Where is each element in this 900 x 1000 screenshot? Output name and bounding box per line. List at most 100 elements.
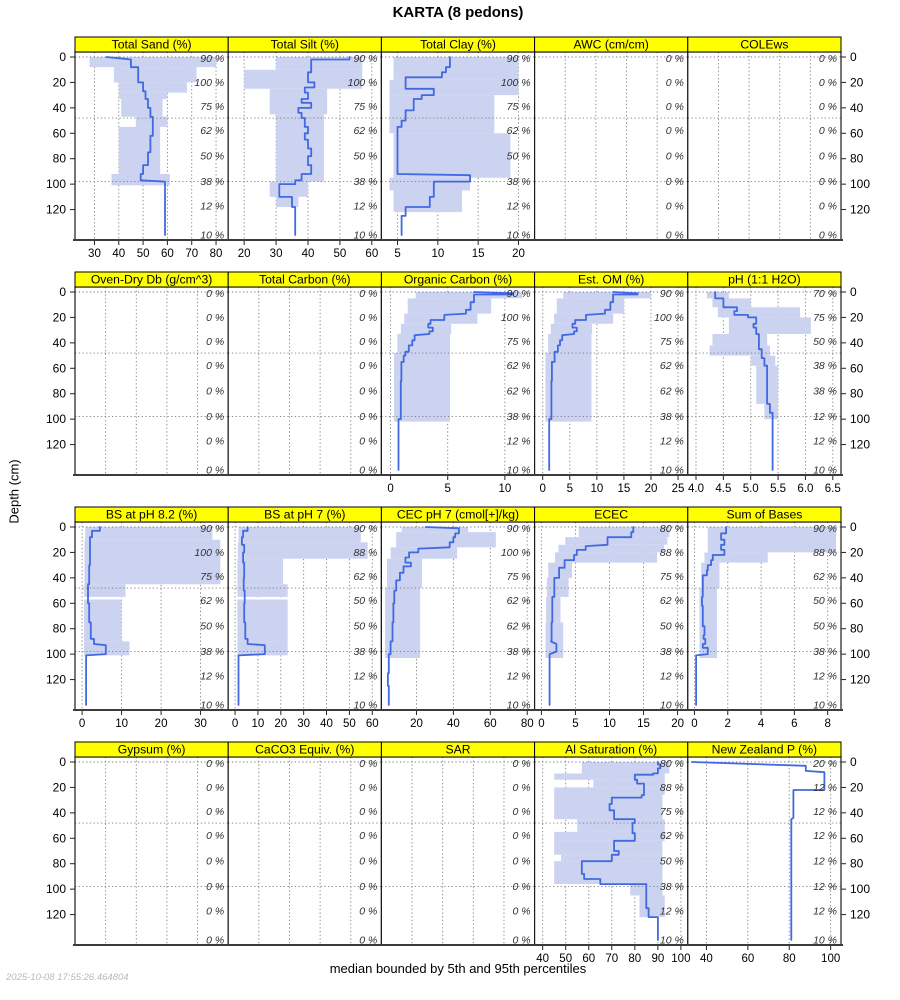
svg-text:40: 40 (53, 571, 67, 585)
svg-text:0 %: 0 % (206, 288, 224, 300)
svg-text:80: 80 (850, 152, 864, 166)
median-line (580, 761, 662, 941)
svg-text:38 %: 38 % (813, 646, 837, 658)
svg-text:50 %: 50 % (353, 151, 377, 163)
svg-text:88 %: 88 % (660, 547, 684, 559)
svg-text:40: 40 (850, 101, 864, 115)
svg-text:62 %: 62 % (200, 595, 224, 607)
contributing-fraction-labels: 0 % 0 % 0 % 0 % 0 % 0 % 0 % 0 % (513, 758, 531, 945)
panel-strip-title: BS at pH 7 (%) (264, 508, 345, 522)
svg-text:62 %: 62 % (507, 125, 531, 137)
svg-text:38 %: 38 % (813, 386, 837, 398)
svg-text:30: 30 (194, 718, 207, 730)
panel-total-silt-: 90 % 100 % 75 % 62 % 50 % 38 % 12 % 10 % Total S… (227, 36, 382, 260)
svg-text:60: 60 (53, 361, 67, 375)
panel-ph-1-1-h2o-: 70 % 75 % 50 % 38 % 38 % 12 % 12 % 10 % pH (1:1 … (687, 271, 870, 495)
svg-text:0 %: 0 % (206, 782, 224, 794)
svg-text:80: 80 (850, 857, 864, 871)
svg-text:0 %: 0 % (206, 465, 224, 477)
svg-text:25: 25 (672, 483, 685, 495)
svg-text:62 %: 62 % (200, 125, 224, 137)
svg-text:90 %: 90 % (813, 523, 837, 535)
svg-text:60: 60 (582, 953, 595, 965)
svg-text:80: 80 (850, 387, 864, 401)
svg-text:0 %: 0 % (513, 782, 531, 794)
svg-text:38 %: 38 % (813, 360, 837, 372)
svg-text:0 %: 0 % (359, 856, 377, 868)
panel-strip-title: Al Saturation (%) (565, 743, 657, 757)
svg-text:0 %: 0 % (666, 77, 684, 89)
svg-text:0 %: 0 % (513, 856, 531, 868)
svg-text:40: 40 (850, 806, 864, 820)
panel-strip (687, 506, 842, 523)
svg-text:120: 120 (850, 203, 870, 217)
svg-text:30: 30 (297, 718, 310, 730)
svg-text:120: 120 (46, 203, 66, 217)
contributing-fraction-labels: 0 % 0 % 0 % 0 % 0 % 0 % 0 % 0 % (206, 288, 224, 477)
svg-text:60: 60 (365, 248, 378, 260)
median-line (691, 761, 826, 941)
svg-text:90 %: 90 % (200, 53, 224, 65)
svg-text:0 %: 0 % (666, 53, 684, 65)
svg-text:0 %: 0 % (206, 905, 224, 917)
percentile-band (237, 527, 368, 656)
svg-text:100: 100 (46, 412, 66, 426)
svg-text:50: 50 (343, 718, 356, 730)
svg-text:38 %: 38 % (353, 176, 377, 188)
panel-awc-cm-cm-: 0 % 0 % 0 % 0 % 0 % 0 % 0 % 0 % AWC (cm/cm) (533, 36, 689, 241)
svg-text:0: 0 (387, 483, 393, 495)
svg-text:60: 60 (741, 953, 754, 965)
svg-text:0 %: 0 % (359, 312, 377, 324)
svg-text:100 %: 100 % (194, 547, 224, 559)
svg-text:20: 20 (850, 75, 864, 89)
svg-text:10: 10 (590, 483, 603, 495)
panel-organic-carbon-: 90 % 100 % 75 % 62 % 62 % 38 % 12 % 10 % Organic… (380, 271, 536, 495)
svg-text:5.0: 5.0 (743, 483, 759, 495)
svg-text:12 %: 12 % (660, 435, 684, 447)
panel-strip-title: Total Carbon (%) (259, 273, 350, 287)
svg-text:12 %: 12 % (813, 830, 837, 842)
svg-text:80: 80 (850, 622, 864, 636)
contributing-fraction-labels: 90 % 100 % 75 % 62 % 62 % 38 % 12 % 10 % (654, 288, 684, 475)
svg-text:12 %: 12 % (813, 411, 837, 423)
percentile-band (554, 762, 670, 918)
svg-text:15: 15 (618, 483, 631, 495)
svg-text:80: 80 (53, 857, 67, 871)
svg-text:40: 40 (112, 248, 125, 260)
svg-text:0 %: 0 % (206, 336, 224, 348)
svg-text:0 %: 0 % (206, 806, 224, 818)
panel-al-saturation-: 80 % 88 % 75 % 62 % 50 % 38 % 12 % 10 % Al Satur… (533, 741, 690, 965)
svg-text:0 %: 0 % (819, 230, 837, 242)
svg-text:62 %: 62 % (660, 830, 684, 842)
svg-text:20: 20 (53, 545, 67, 559)
panel-bs-at-ph-7-: 90 % 88 % 62 % 50 % 50 % 38 % 12 % 10 % BS at pH… (227, 506, 382, 730)
svg-text:4.0: 4.0 (688, 483, 704, 495)
panel-est-om-: 90 % 100 % 75 % 62 % 62 % 38 % 12 % 10 % Est. OM… (533, 271, 689, 495)
svg-text:100 %: 100 % (501, 312, 531, 324)
svg-text:0 %: 0 % (819, 176, 837, 188)
svg-text:0 %: 0 % (206, 935, 224, 947)
svg-text:0 %: 0 % (666, 125, 684, 137)
svg-text:80: 80 (628, 953, 641, 965)
svg-text:0: 0 (59, 285, 66, 299)
svg-text:120: 120 (46, 438, 66, 452)
svg-text:40: 40 (53, 336, 67, 350)
svg-text:100: 100 (821, 953, 840, 965)
svg-text:30: 30 (270, 248, 283, 260)
median-line (714, 291, 774, 471)
svg-text:75 %: 75 % (200, 101, 224, 113)
svg-text:60: 60 (850, 831, 864, 845)
svg-text:120: 120 (850, 908, 870, 922)
svg-text:75 %: 75 % (660, 336, 684, 348)
svg-text:0 %: 0 % (666, 101, 684, 113)
svg-text:88 %: 88 % (660, 782, 684, 794)
svg-text:20: 20 (155, 718, 168, 730)
svg-text:50 %: 50 % (200, 151, 224, 163)
svg-text:40: 40 (302, 248, 315, 260)
svg-text:10: 10 (252, 718, 265, 730)
contributing-fraction-labels: 20 % 12 % 12 % 12 % 12 % 12 % 12 % 10 % (812, 758, 837, 945)
svg-text:90 %: 90 % (353, 523, 377, 535)
svg-text:10: 10 (431, 248, 444, 260)
svg-text:62 %: 62 % (507, 621, 531, 633)
